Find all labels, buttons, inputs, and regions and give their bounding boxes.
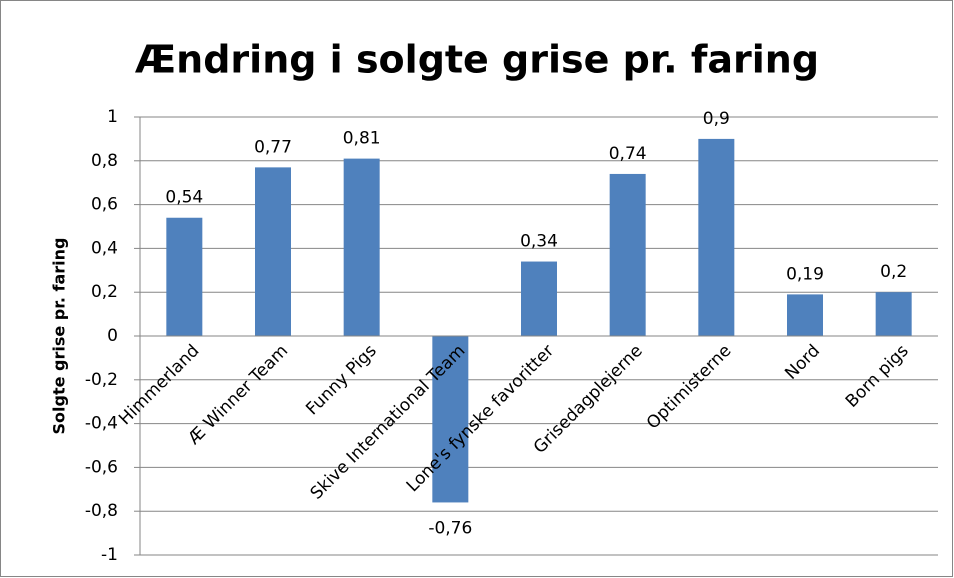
value-label: 0,19 [786, 264, 824, 284]
value-label: 0,74 [609, 144, 647, 164]
value-label: 0,34 [520, 232, 558, 252]
y-tick-label: -0,6 [85, 457, 118, 477]
y-tick-label: 0,4 [91, 238, 118, 258]
y-tick-label: 0 [107, 326, 118, 346]
value-label: 0,2 [880, 262, 907, 282]
y-tick-label: 0,8 [91, 151, 118, 171]
value-label: 0,81 [343, 129, 381, 149]
bar [787, 294, 823, 336]
value-label: 0,77 [254, 137, 292, 157]
chart-title: Ændring i solgte grise pr. faring [135, 38, 819, 82]
value-label: 0,54 [165, 188, 203, 208]
bar [166, 217, 203, 336]
y-tick-label: -0,4 [85, 414, 118, 434]
bar [255, 167, 291, 336]
value-label: 0,9 [703, 109, 730, 129]
y-tick-label: 1 [107, 107, 118, 127]
bar [609, 173, 646, 336]
y-tick-label: 0,6 [91, 195, 118, 215]
bar [432, 336, 469, 503]
y-tick-label: 0,2 [91, 282, 118, 302]
bar [521, 261, 557, 336]
bar [698, 138, 735, 336]
y-tick-label: -1 [101, 545, 118, 565]
y-axis-title: Solgte grise pr. faring [50, 238, 69, 435]
y-tick-label: -0,2 [85, 370, 118, 390]
value-label: -0,76 [428, 518, 472, 538]
bar [875, 292, 912, 336]
bar [343, 158, 380, 336]
y-tick-label: -0,8 [85, 501, 118, 521]
